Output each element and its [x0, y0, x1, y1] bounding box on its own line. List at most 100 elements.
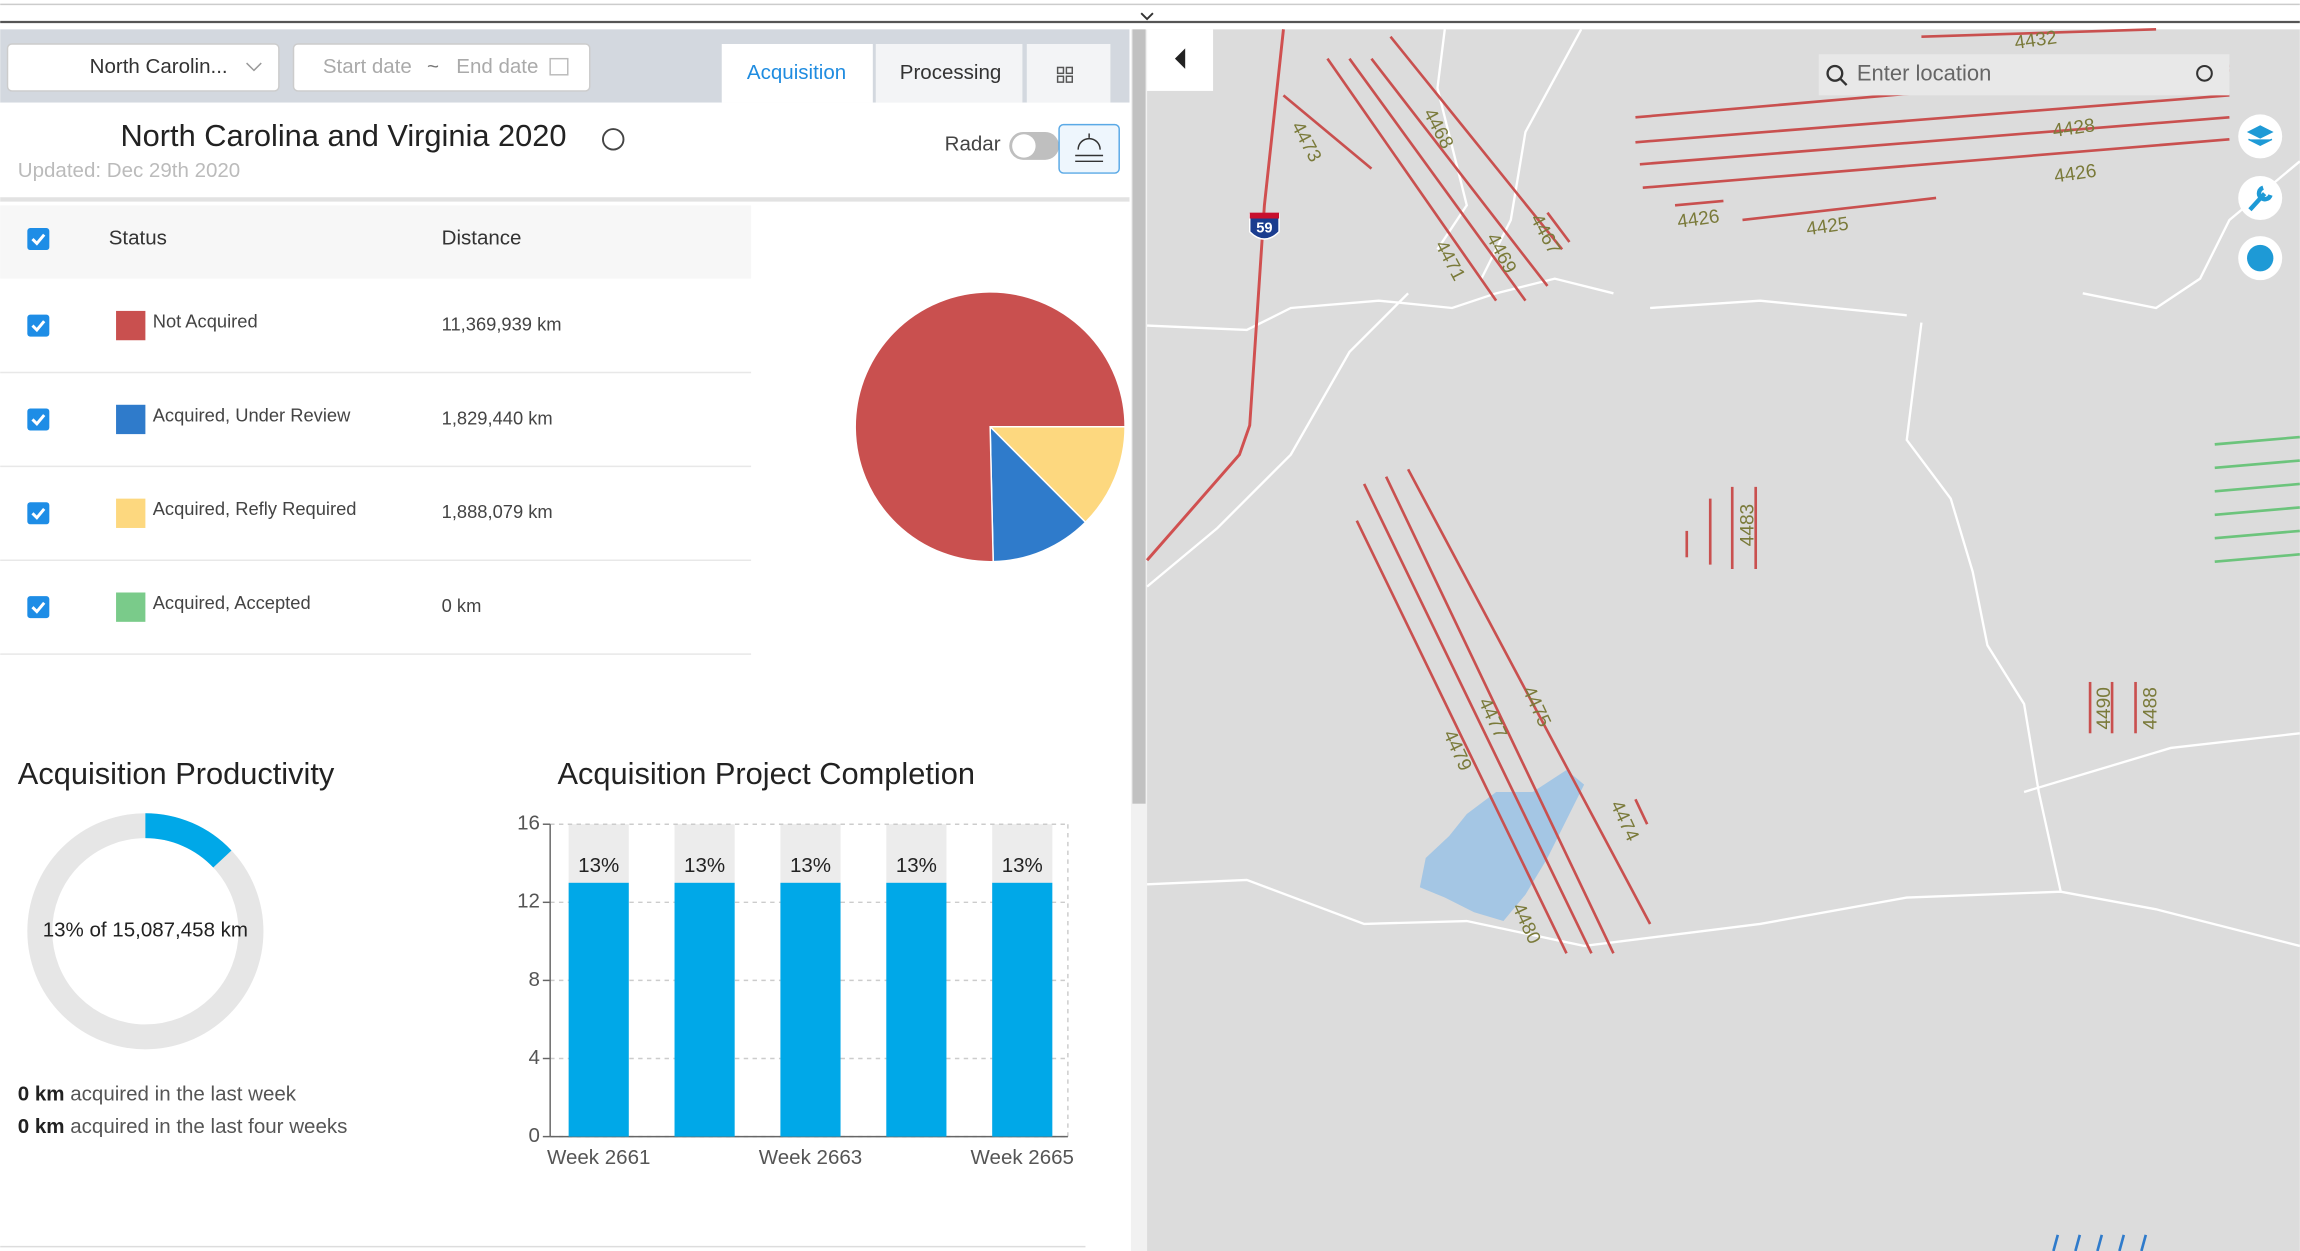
header — [0, 102, 1130, 200]
checkmark — [31, 320, 46, 333]
flight-line — [2214, 459, 2300, 470]
value-label: 13% — [1002, 854, 1043, 877]
collapse-icon — [1174, 48, 1186, 69]
clear-icon[interactable] — [2196, 64, 2213, 82]
distance-label: 1,888,079 km — [442, 501, 553, 522]
checkmark — [31, 414, 46, 427]
weather-button[interactable] — [1058, 123, 1120, 174]
distance-label: 0 km — [442, 595, 482, 616]
radar-label: Radar — [945, 133, 1001, 156]
flight-line — [1406, 468, 1652, 925]
checkmark — [31, 507, 46, 520]
layers-icon — [2246, 125, 2274, 147]
tab[interactable] — [875, 43, 1023, 103]
flight-line — [1384, 476, 1615, 954]
flight-line — [2074, 1234, 2082, 1251]
status-table: Not Acquired 11,369,939 km Acquired, Under… — [0, 228, 752, 655]
tab-label: Processing — [900, 61, 1002, 84]
checkbox[interactable] — [27, 228, 50, 251]
toggle-knob — [1012, 134, 1036, 158]
region-text: North Carolin... — [90, 55, 228, 78]
flight-lines — [1282, 28, 2300, 1251]
collapse-chevron[interactable] — [1140, 12, 1154, 21]
bar — [886, 882, 947, 1137]
flight-line — [1370, 57, 1549, 287]
stat-amount: 0 km — [18, 1083, 65, 1106]
stat-amount: 0 km — [18, 1115, 65, 1138]
start-date: Start date — [323, 55, 412, 78]
line-label: 4490 — [2094, 687, 2115, 729]
flight-line — [2214, 506, 2300, 517]
checkmark — [31, 233, 46, 246]
column-header: Status — [109, 226, 167, 249]
x-tick-label: Week 2661 — [547, 1146, 650, 1169]
pie-slice — [988, 426, 1126, 524]
flight-line — [1634, 798, 1649, 825]
highway — [1145, 29, 1285, 562]
date-range[interactable] — [292, 43, 591, 92]
location-search[interactable] — [1818, 54, 2230, 96]
weather-icon — [1075, 133, 1104, 163]
line-label: 4483 — [1737, 504, 1758, 546]
flight-line — [1362, 483, 1593, 954]
scroll-thumb[interactable] — [1132, 29, 1146, 804]
status-label: Acquired, Accepted — [153, 592, 311, 613]
checkbox[interactable] — [27, 502, 50, 525]
grid-icon — [1056, 66, 1074, 83]
checkbox[interactable] — [27, 596, 50, 619]
calendar-icon — [549, 57, 569, 76]
interstate-band — [1249, 212, 1280, 219]
interstate-number: 59 — [1256, 221, 1272, 237]
info-icon[interactable] — [602, 128, 625, 151]
flight-line — [2214, 435, 2300, 446]
line-label: 4488 — [2141, 687, 2162, 729]
status-label: Not Acquired — [153, 310, 258, 331]
flight-line — [2214, 482, 2300, 493]
flight-line — [1639, 116, 2230, 166]
flight-line — [1635, 94, 2230, 144]
search-icon — [1826, 64, 1844, 82]
donut-chart — [27, 813, 264, 1050]
status-swatch — [116, 592, 146, 622]
flight-line — [1282, 94, 1373, 170]
flight-line — [1326, 57, 1498, 302]
flight-line — [2140, 1234, 2148, 1251]
checkbox[interactable] — [27, 314, 50, 337]
globe-icon — [2247, 244, 2274, 272]
flight-line — [2096, 1234, 2104, 1251]
x-tick-label: Week 2663 — [759, 1146, 862, 1169]
y-tick-label: 16 — [517, 812, 540, 835]
region-dropdown[interactable] — [6, 43, 280, 92]
flight-line — [1348, 57, 1527, 302]
search-icon — [1839, 78, 1848, 86]
tab-active[interactable] — [721, 43, 873, 103]
flight-line — [1355, 520, 1568, 954]
flight-line — [2214, 553, 2300, 564]
value-label: 13% — [578, 854, 619, 877]
distance-label: 11,369,939 km — [442, 313, 562, 334]
stat-line: 0 km acquired in the last four weeks — [18, 1115, 348, 1138]
y-tick-label: 4 — [528, 1046, 539, 1069]
chart-title: Acquisition Project Completion — [557, 756, 974, 791]
pie-slice — [854, 291, 1126, 563]
donut-arc — [145, 813, 232, 868]
y-tick-label: 0 — [528, 1124, 539, 1147]
status-swatch — [116, 404, 146, 435]
wrench-icon — [2248, 185, 2273, 212]
y-tick-label: 12 — [517, 890, 540, 913]
bar — [780, 882, 841, 1137]
roads — [1146, 28, 2300, 948]
checkbox[interactable] — [27, 408, 50, 431]
bar — [674, 882, 735, 1137]
bar — [568, 882, 629, 1137]
donut-label: 13% of 15,087,458 km — [43, 919, 248, 942]
end-date: End date — [456, 55, 538, 78]
search-placeholder: Enter location — [1857, 61, 1991, 86]
status-label: Acquired, Under Review — [153, 404, 351, 425]
x-tick-label: Week 2665 — [971, 1146, 1074, 1169]
date-separator: ~ — [427, 55, 439, 78]
status-label: Acquired, Refly Required — [153, 498, 357, 519]
